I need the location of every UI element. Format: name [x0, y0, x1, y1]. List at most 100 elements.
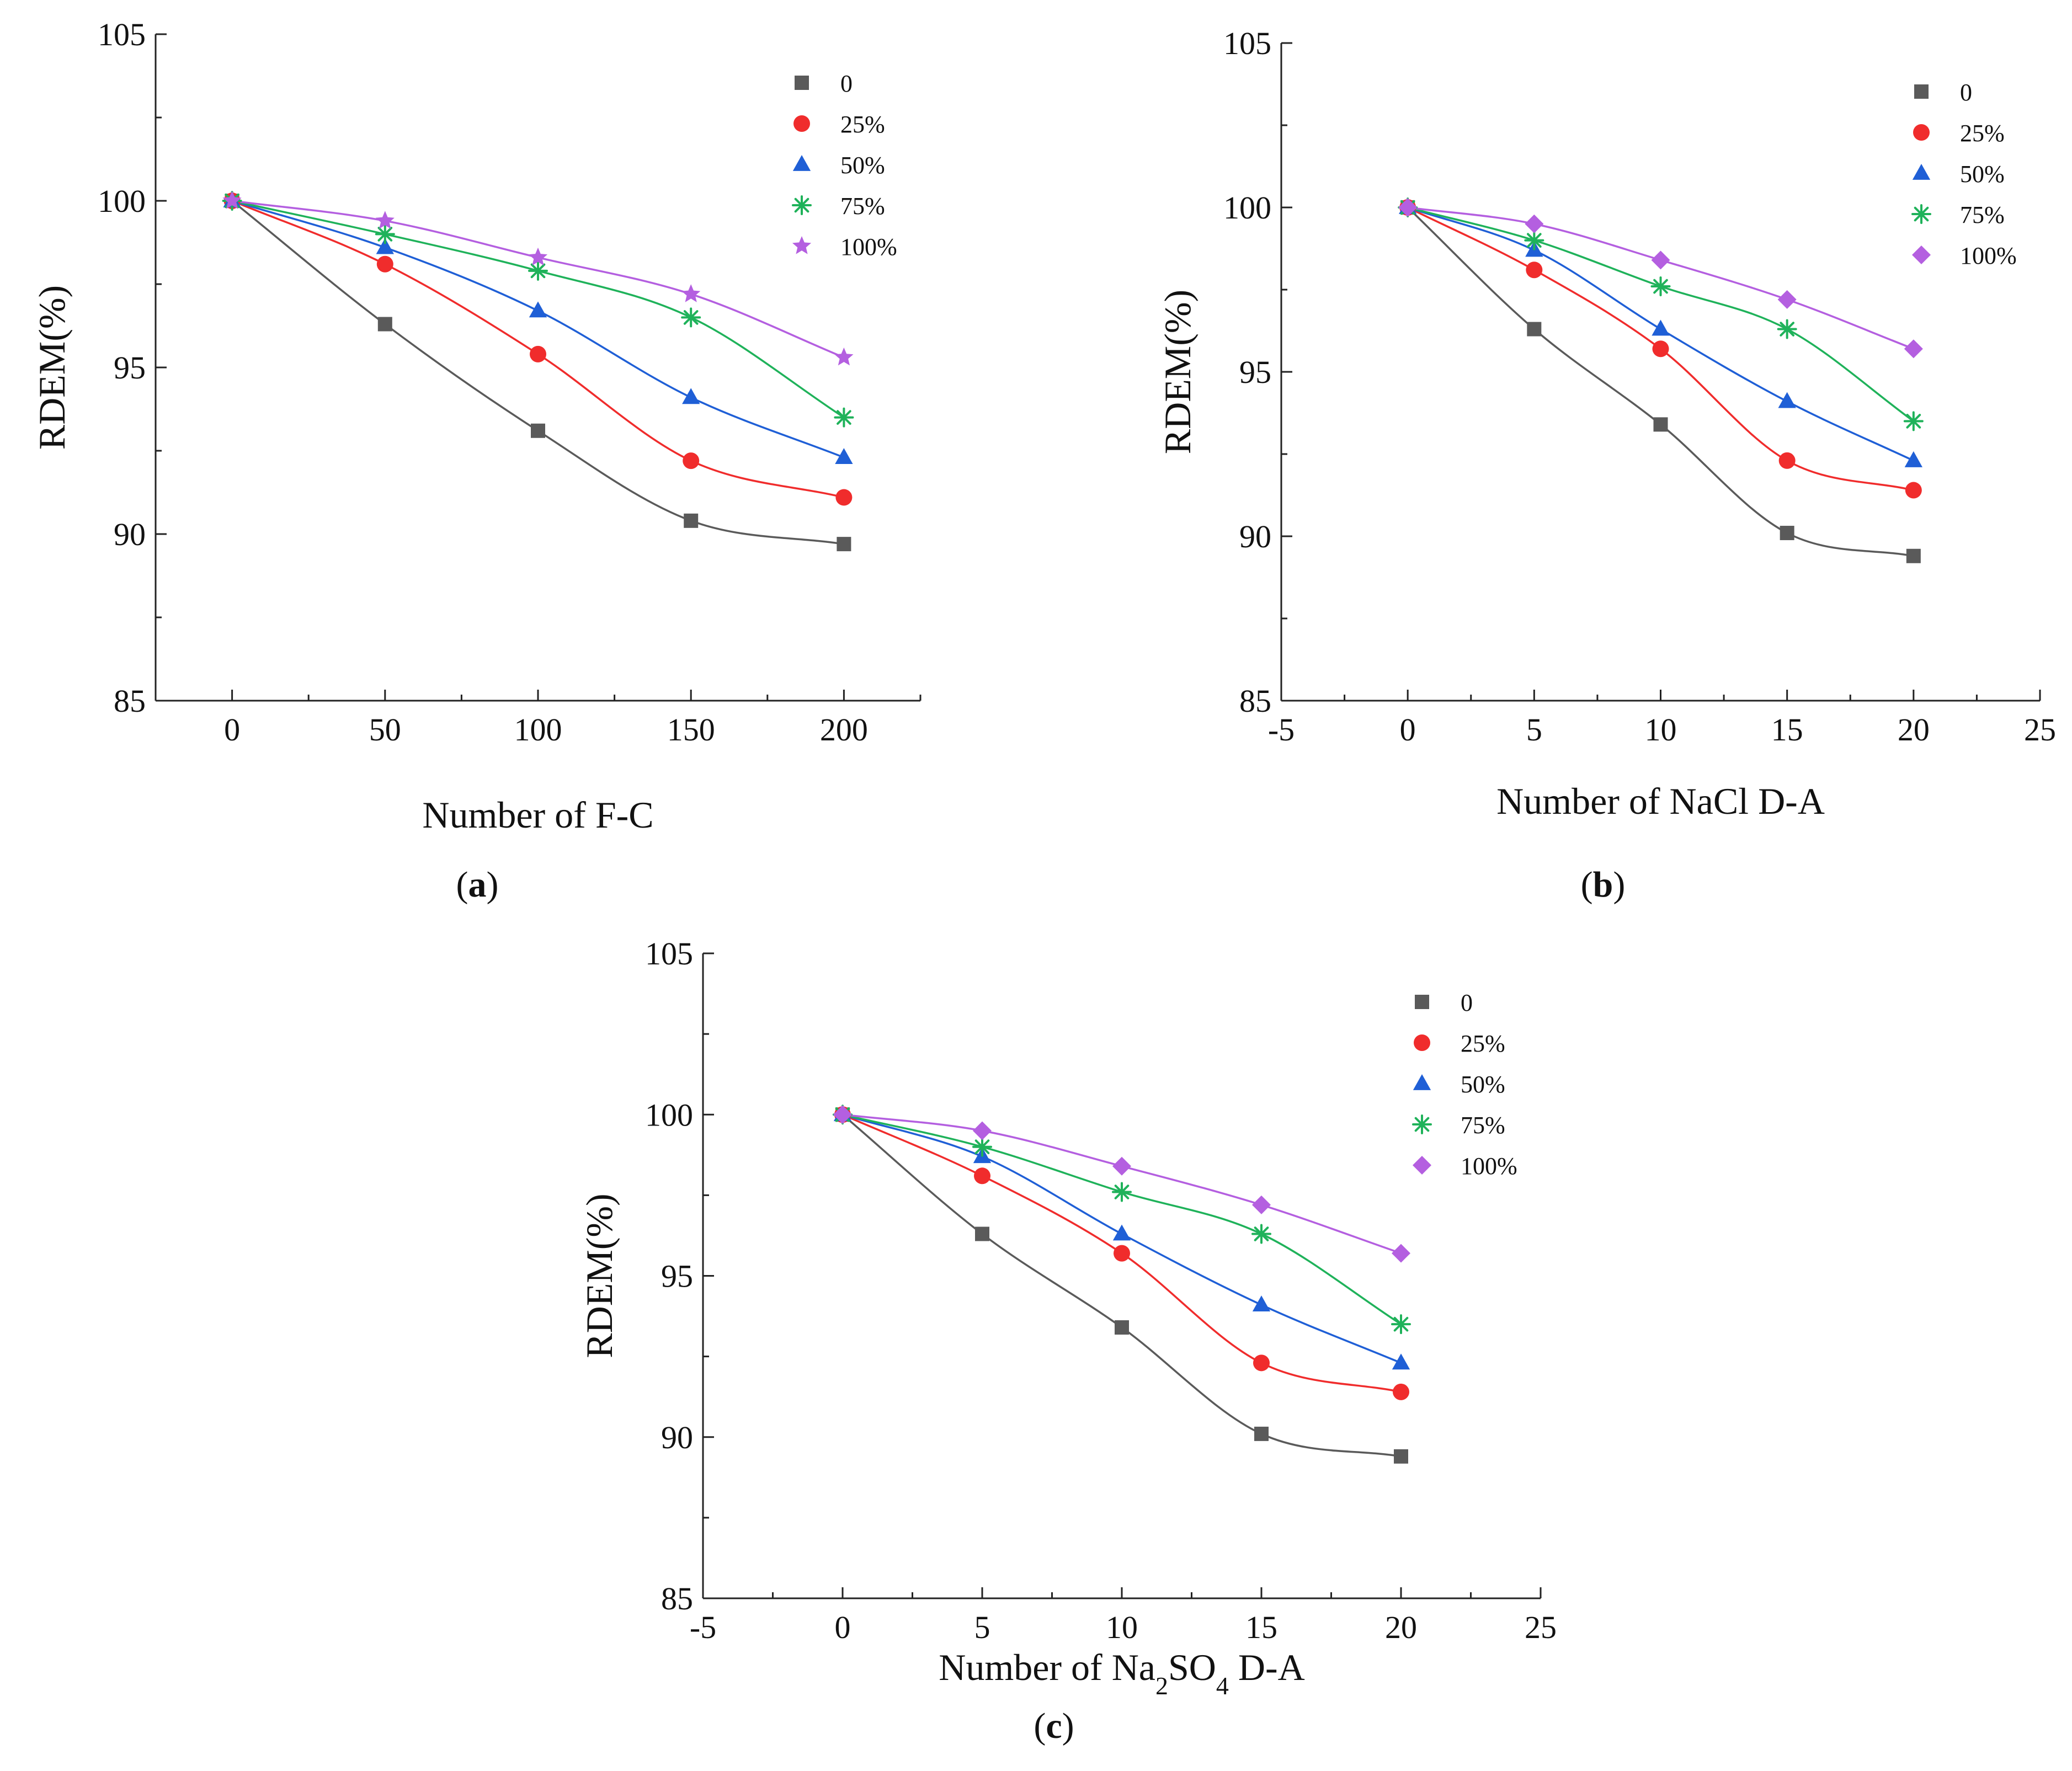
- x-tick-label: 0: [1400, 712, 1416, 748]
- data-point: [1777, 319, 1797, 339]
- legend-entry-label: 25%: [840, 111, 885, 138]
- data-point: [833, 1105, 852, 1124]
- y-tick-label: 85: [114, 683, 146, 719]
- markers-75%: [222, 191, 854, 428]
- legend-entry-label: 50%: [1960, 161, 2005, 188]
- legend-entry-label: 75%: [1960, 201, 2005, 228]
- x-tick-label: -5: [690, 1609, 716, 1645]
- legend-marker: [1914, 84, 1929, 99]
- data-point: [1398, 198, 1418, 217]
- legend: 0 25% 50% 75% 100%: [1412, 989, 1517, 1180]
- legend-marker: [1413, 1156, 1431, 1175]
- data-point: [972, 1137, 992, 1157]
- legend-entry-label: 0: [840, 70, 853, 97]
- x-tick-label: 25: [1525, 1609, 1557, 1645]
- x-tick-label: 0: [835, 1609, 851, 1645]
- legend-entry-label: 0: [1461, 989, 1473, 1016]
- x-tick-label: 10: [1106, 1609, 1138, 1645]
- y-tick-label: 95: [661, 1258, 693, 1294]
- series-75%: [232, 200, 845, 419]
- markers-50%: [223, 191, 853, 464]
- legend-entry-label: 100%: [1960, 242, 2017, 269]
- y-axis-title: RDEM(%): [1157, 290, 1199, 454]
- data-point: [1652, 319, 1670, 336]
- legend: 0 25% 50% 75% 100%: [792, 70, 897, 260]
- legend-entry-label: 25%: [1960, 120, 2005, 147]
- markers-75%: [833, 1105, 1411, 1335]
- legend-entry-label: 50%: [840, 152, 885, 179]
- data-point: [1778, 392, 1796, 408]
- data-point: [1904, 451, 1922, 467]
- data-point: [1651, 250, 1670, 270]
- data-point: [682, 388, 700, 404]
- data-point: [375, 224, 395, 244]
- data-point: [1904, 339, 1923, 359]
- legend-marker: [792, 236, 812, 254]
- fit-curve-50%: [232, 200, 845, 458]
- legend-marker: [1912, 164, 1931, 180]
- data-point: [834, 407, 854, 428]
- data-point: [1252, 1195, 1271, 1214]
- x-tick-label: 15: [1245, 1609, 1277, 1645]
- data-point: [529, 301, 547, 318]
- data-point: [837, 537, 851, 552]
- data-point: [222, 191, 242, 209]
- data-point: [1392, 1353, 1410, 1370]
- chart-panel-a: 85 90 95 100 105 0 50 100 150 200 RDEM(%) Number of…: [31, 17, 922, 905]
- fit-curve-75%: [232, 200, 845, 419]
- legend-marker: [793, 115, 810, 132]
- data-point: [1780, 526, 1794, 541]
- data-point: [1112, 1156, 1131, 1176]
- data-point: [376, 238, 394, 254]
- series-75%: [842, 1113, 1402, 1325]
- x-axis-title: Number of F-C: [422, 794, 653, 836]
- data-point: [1254, 1426, 1269, 1441]
- legend-entry-label: 100%: [1461, 1153, 1517, 1180]
- data-point: [1115, 1320, 1129, 1335]
- data-point: [1526, 262, 1543, 279]
- legend-marker: [1911, 204, 1931, 224]
- x-axis-title: Number of NaCl D-A: [1496, 780, 1825, 822]
- data-point: [1524, 230, 1544, 250]
- y-tick-label: 100: [98, 183, 146, 219]
- markers-0: [225, 194, 851, 552]
- x-axis-title: Number of Na2SO4 D-A: [939, 1646, 1305, 1700]
- markers-75%: [1398, 198, 1924, 431]
- y-tick-label: 105: [98, 17, 146, 52]
- data-point: [1114, 1245, 1130, 1262]
- data-point: [528, 260, 548, 281]
- data-point: [1653, 417, 1668, 432]
- markers-100%: [833, 1105, 1410, 1263]
- data-point: [1251, 1224, 1271, 1244]
- data-point: [375, 211, 395, 229]
- data-point: [834, 347, 854, 366]
- data-point: [1905, 482, 1922, 499]
- legend-marker: [1415, 995, 1429, 1009]
- legend-entry-label: 50%: [1461, 1071, 1505, 1098]
- data-point: [1527, 322, 1542, 337]
- x-tick-label: 15: [1771, 712, 1803, 748]
- y-tick-label: 100: [1223, 190, 1271, 226]
- x-tick-label: 0: [224, 712, 240, 748]
- data-point: [1393, 1383, 1409, 1400]
- data-point: [973, 1121, 992, 1140]
- y-tick-label: 95: [114, 350, 146, 386]
- data-point: [835, 448, 853, 464]
- data-point: [975, 1226, 989, 1241]
- panel-label-a: (a): [456, 865, 499, 905]
- y-tick-label: 105: [645, 936, 693, 972]
- legend-marker: [1414, 1034, 1430, 1051]
- legend-marker: [1413, 1074, 1431, 1090]
- data-point: [835, 489, 853, 506]
- x-tick-label: 100: [514, 712, 562, 748]
- x-tick-label: 10: [1645, 712, 1677, 748]
- data-point: [376, 255, 393, 273]
- chart-panel-c: 85 90 95 100 105 -5 0 5 10 15 20 25 RDEM(%) Number of…: [578, 936, 1557, 1746]
- x-tick-label: 20: [1898, 712, 1930, 748]
- markers-100%: [222, 191, 854, 366]
- data-point: [1778, 452, 1796, 469]
- data-point: [1394, 1449, 1408, 1464]
- markers-25%: [834, 1106, 1409, 1400]
- x-tick-label: 150: [667, 712, 715, 748]
